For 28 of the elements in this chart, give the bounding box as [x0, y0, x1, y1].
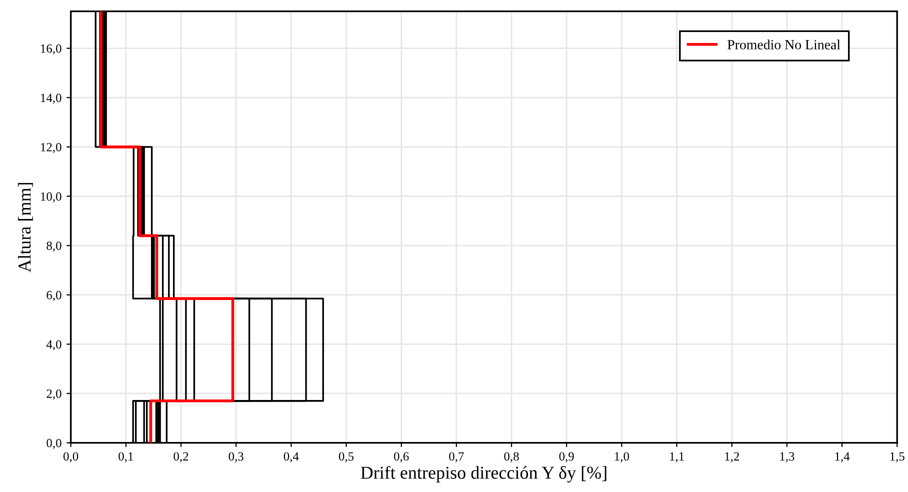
x-tick-label: 0,2: [174, 452, 188, 462]
y-tick-label: 16,0: [41, 44, 62, 55]
x-tick-label: 1,5: [890, 452, 904, 462]
x-tick-label: 0,1: [118, 452, 133, 462]
x-axis-title: Drift entrepiso dirección Y δy [%]: [360, 466, 606, 483]
x-tick-label: 1,3: [780, 452, 794, 462]
x-tick-label: 0,8: [504, 452, 519, 462]
y-tick-label: 2,0: [46, 390, 62, 400]
x-tick-label: 0,0: [63, 452, 78, 462]
y-tick-label: 10,0: [41, 192, 62, 202]
y-tick-label: 0,0: [46, 438, 62, 450]
x-tick-label: 0,7: [449, 452, 464, 462]
x-tick-label: 0,5: [338, 452, 354, 462]
x-tick-label: 1,1: [670, 452, 684, 462]
x-tick-label: 1,0: [614, 452, 630, 462]
x-tick-label: 0,3: [228, 452, 244, 462]
y-axis-title: Altura [mm]: [18, 183, 33, 272]
x-tick-label: 0,9: [559, 452, 574, 462]
x-tick-label: 1,4: [835, 452, 850, 462]
x-tick-label: 1,2: [725, 452, 739, 462]
y-tick-label: 8,0: [46, 242, 62, 252]
legend-label: Promedio No Lineal: [728, 40, 840, 50]
y-tick-label: 14,0: [41, 94, 62, 104]
y-tick-label: 4,0: [46, 340, 62, 350]
y-tick-label: 12,0: [41, 142, 62, 154]
y-tick-label: 6,0: [46, 290, 62, 302]
x-tick-label: 0,4: [284, 452, 299, 462]
x-tick-label: 0,6: [394, 452, 409, 462]
